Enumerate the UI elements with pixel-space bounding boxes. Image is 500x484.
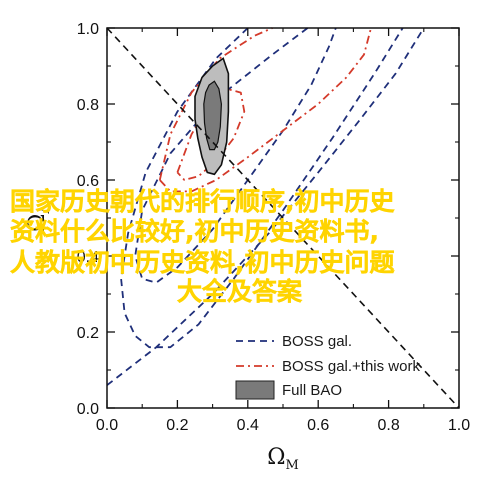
x-axis-title: ΩM	[267, 445, 299, 473]
x-tick-label: 0.2	[166, 417, 188, 434]
svg-text:ΩM: ΩM	[267, 445, 299, 473]
x-tick-label: 0.6	[307, 417, 329, 434]
legend: BOSS gal. BOSS gal.+this work Full BAO	[235, 333, 420, 400]
x-tick-label: 0.8	[377, 417, 399, 434]
overlay-text-block: 国家历史朝代的排行顺序,初中历史 资料什么比较好,初中历史资料书, 人教版初中历…	[10, 187, 396, 306]
overlay-line-3: 人教版初中历史资料,初中历史问题	[10, 248, 395, 277]
y-tick-label: 0.4	[77, 249, 99, 266]
legend-item-boss-this-work: BOSS gal.+this work	[236, 358, 420, 375]
legend-label-boss-this-work: BOSS gal.+this work	[282, 358, 420, 375]
y-axis-title-main: Ω	[25, 214, 50, 232]
overlay-line-4: 大全及答案	[177, 277, 303, 306]
x-tick-label: 0.0	[96, 417, 118, 434]
y-tick-label: 0.6	[77, 173, 99, 190]
reference-line-0	[106, 27, 460, 409]
y-tick-label: 1.0	[77, 21, 99, 38]
full-bao-inner-contour	[203, 80, 223, 151]
series-1-contour-0	[176, 87, 246, 181]
legend-item-boss: BOSS gal.	[236, 333, 352, 350]
x-axis-title-sub: M	[285, 458, 298, 473]
legend-label-boss: BOSS gal.	[282, 333, 352, 350]
overlay-line-1: 国家历史朝代的排行顺序,初中历史	[10, 187, 395, 216]
plot-area: 0.0 0.2 0.4 0.6 0.8 1.0 0.0 0.2 0.4 0.6 0.8 1.0	[77, 21, 470, 434]
series-0-contour-2	[106, 27, 425, 386]
overlay-line-2: 资料什么比较好,初中历史资料书,	[10, 217, 379, 246]
axis-ticks: 0.0 0.2 0.4 0.6 0.8 1.0 0.0 0.2 0.4 0.6 0.8 1.0	[77, 21, 470, 434]
y-tick-label: 0.0	[77, 401, 99, 418]
contours	[106, 27, 425, 386]
y-tick-label: 0.8	[77, 97, 99, 114]
x-axis-title-main: Ω	[267, 445, 285, 470]
y-axis-title: ΩΛ	[25, 204, 53, 232]
x-tick-label: 0.4	[237, 417, 259, 434]
legend-item-full-bao: Full BAO	[235, 380, 342, 400]
x-tick-label: 1.0	[448, 417, 470, 434]
svg-text:ΩΛ: ΩΛ	[25, 204, 53, 232]
y-tick-label: 0.2	[77, 325, 99, 342]
legend-swatch-full-bao	[235, 380, 275, 400]
y-axis-title-sub: Λ	[38, 204, 53, 215]
legend-label-full-bao: Full BAO	[282, 382, 342, 399]
reference-lines	[106, 27, 460, 409]
